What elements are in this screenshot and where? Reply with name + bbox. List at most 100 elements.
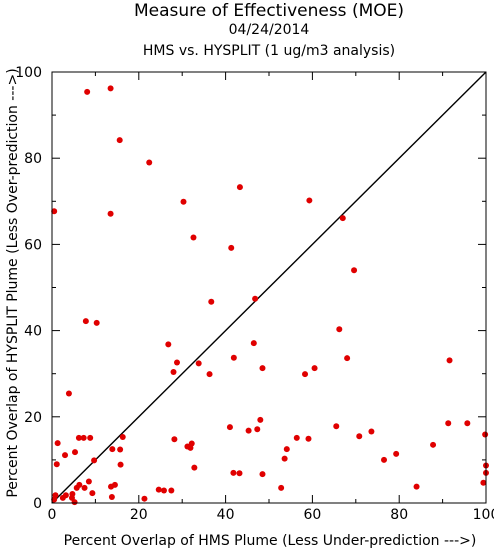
data-point: [141, 495, 148, 502]
data-point: [51, 208, 58, 215]
data-point: [65, 390, 72, 397]
data-point: [191, 464, 198, 471]
data-point: [226, 424, 233, 431]
data-point: [190, 234, 197, 241]
data-point: [119, 434, 126, 441]
y-tick-label: 0: [33, 496, 42, 512]
data-point: [180, 198, 187, 205]
y-tick-label: 20: [24, 410, 42, 426]
data-point: [351, 267, 358, 274]
data-point: [146, 159, 153, 166]
data-point: [117, 461, 124, 468]
chart-date: 04/24/2014: [228, 22, 310, 38]
data-point: [259, 471, 266, 478]
tick-labels: 0 20 40 60 80 100 0 20 40 60 80 100: [15, 65, 494, 523]
data-point: [81, 484, 88, 491]
data-point: [283, 446, 290, 453]
data-point: [208, 298, 215, 305]
data-point: [91, 457, 98, 464]
data-point: [85, 478, 92, 485]
data-point: [464, 420, 471, 427]
data-point: [236, 470, 243, 477]
data-point: [445, 420, 452, 427]
data-point: [76, 481, 83, 488]
data-point: [245, 427, 252, 434]
plot-frame: [51, 71, 487, 504]
data-point: [257, 416, 264, 423]
data-point: [54, 440, 61, 447]
data-point: [82, 318, 89, 325]
data-point: [53, 461, 60, 468]
data-point: [302, 371, 309, 378]
data-point: [228, 244, 235, 251]
x-tick-label: 100: [473, 507, 494, 523]
data-point: [165, 341, 172, 348]
data-point: [336, 326, 343, 333]
data-point: [72, 449, 79, 456]
data-point: [281, 455, 288, 462]
data-point: [250, 340, 257, 347]
data-point: [195, 360, 202, 367]
data-point: [333, 423, 340, 430]
data-point: [368, 428, 375, 435]
data-point: [116, 137, 123, 144]
y-tick-label: 80: [24, 151, 42, 167]
data-point: [393, 450, 400, 457]
data-point: [188, 440, 195, 447]
data-point: [171, 436, 178, 443]
diagonal-line: [51, 71, 487, 504]
x-tick-label: 20: [130, 507, 148, 523]
data-point: [413, 483, 420, 490]
data-point: [80, 434, 87, 441]
data-point: [109, 446, 116, 453]
y-tick-label: 60: [24, 237, 42, 253]
data-point: [75, 434, 82, 441]
data-point: [482, 431, 489, 438]
x-axis-label: Percent Overlap of HMS Plume (Less Under…: [63, 533, 477, 549]
diagonal-reference-line: [51, 71, 487, 504]
data-point: [71, 499, 78, 506]
data-point: [84, 88, 91, 95]
data-point: [206, 371, 213, 378]
data-point: [93, 319, 100, 326]
data-point: [278, 484, 285, 491]
chart-subtitle: HMS vs. HYSPLIT (1 ug/m3 analysis): [142, 43, 396, 59]
data-point: [430, 441, 437, 448]
data-point: [87, 434, 94, 441]
data-point: [173, 359, 180, 366]
chart-title: Measure of Effectiveness (MOE): [133, 1, 405, 21]
data-point: [107, 210, 114, 217]
data-point: [339, 215, 346, 222]
data-point: [89, 490, 96, 497]
data-point: [344, 355, 351, 362]
data-point: [107, 85, 114, 92]
data-point: [111, 481, 118, 488]
data-point: [230, 354, 237, 361]
data-point: [259, 365, 266, 372]
data-point: [293, 434, 300, 441]
data-point: [160, 487, 167, 494]
y-axis-label: Percent Overlap of HYSPLIT Plume (Less O…: [5, 68, 21, 498]
data-point: [311, 365, 318, 372]
data-point: [52, 492, 59, 499]
data-point: [480, 479, 487, 486]
x-tick-label: 40: [217, 507, 235, 523]
data-point: [62, 452, 69, 459]
data-point: [236, 184, 243, 191]
data-point: [306, 197, 313, 204]
x-tick-label: 0: [48, 507, 57, 523]
data-point: [117, 446, 124, 453]
x-tick-label: 60: [303, 507, 321, 523]
data-point: [108, 493, 115, 500]
data-point: [305, 435, 312, 442]
x-tick-label: 80: [390, 507, 408, 523]
data-point: [155, 486, 162, 493]
data-point: [254, 426, 261, 433]
data-point: [446, 357, 453, 364]
data-point: [230, 469, 237, 476]
data-point: [356, 433, 363, 440]
y-tick-label: 40: [24, 324, 42, 340]
data-points: [51, 85, 489, 506]
data-point: [170, 368, 177, 375]
